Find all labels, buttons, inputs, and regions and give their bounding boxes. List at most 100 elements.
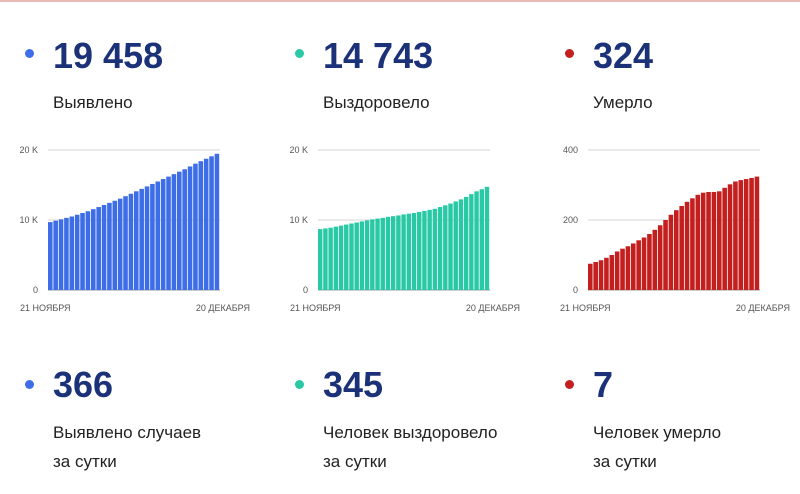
bar <box>349 223 354 290</box>
x-tick-label-start: 21 НОЯБРЯ <box>290 303 341 313</box>
bar <box>663 220 668 290</box>
chart-detected: 0 10 K 20 K 21 НОЯБРЯ 20 ДЕКАБРЯ <box>19 145 250 313</box>
chart-recovered: 0 10 K 20 K 21 НОЯБРЯ 20 ДЕКАБРЯ <box>289 145 520 313</box>
daily-deaths: 7 <box>593 364 614 405</box>
y-tick-label: 400 <box>563 145 578 155</box>
bar <box>48 222 53 290</box>
bar <box>91 209 96 290</box>
bar <box>80 213 85 290</box>
bar <box>700 192 706 290</box>
bar <box>754 176 760 290</box>
total-recovered-label: Выздоровело <box>323 93 430 112</box>
bar <box>588 263 593 290</box>
bar <box>417 211 422 290</box>
x-tick-label-start: 21 НОЯБРЯ <box>20 303 71 313</box>
bar <box>177 171 182 290</box>
bar <box>432 208 438 290</box>
bar <box>359 221 365 290</box>
bar <box>214 153 220 290</box>
bar <box>58 219 64 290</box>
bar <box>474 191 479 290</box>
bar <box>443 205 448 290</box>
bar <box>375 218 380 290</box>
bar <box>150 183 155 290</box>
total-deaths: 324 <box>593 35 654 76</box>
bar <box>427 209 432 290</box>
bar <box>187 166 193 290</box>
bar <box>128 193 134 290</box>
bar <box>679 206 684 290</box>
bar <box>437 207 443 290</box>
bar <box>674 210 679 290</box>
bar <box>160 179 166 290</box>
x-tick-label-end: 20 ДЕКАБРЯ <box>196 303 250 313</box>
bar <box>338 225 344 290</box>
bar <box>69 216 75 290</box>
bar <box>166 176 171 290</box>
bar <box>406 213 412 290</box>
bar <box>458 199 464 290</box>
bar <box>107 202 112 290</box>
bar <box>706 192 711 290</box>
bar <box>738 180 744 290</box>
bar <box>463 196 469 290</box>
panel-recovered: 14 743 Выздоровело 0 10 K 20 K 21 НОЯБРЯ 20 … <box>270 0 536 494</box>
bar <box>182 169 187 290</box>
bar <box>370 219 375 290</box>
bar <box>695 194 701 290</box>
panel-deaths: 324 Умерло 0 200 400 21 НОЯБРЯ 20 ДЕКАБРЯ 7 … <box>540 0 800 494</box>
y-tick-label: 10 K <box>19 215 38 225</box>
bar <box>598 260 604 290</box>
bar <box>328 227 333 290</box>
y-tick-label: 0 <box>33 285 38 295</box>
total-detected: 19 458 <box>53 35 164 76</box>
bar <box>155 181 161 290</box>
bar <box>636 240 641 290</box>
bar <box>380 217 385 290</box>
bar <box>203 158 209 290</box>
bar <box>717 191 722 290</box>
bar <box>727 184 733 290</box>
bar <box>64 217 69 290</box>
bar <box>668 214 674 290</box>
bar <box>684 201 690 290</box>
green-dot-icon <box>295 49 304 58</box>
bar <box>625 246 631 290</box>
bar <box>333 226 339 290</box>
daily-detected: 366 <box>53 364 114 405</box>
bar <box>711 192 717 290</box>
bar <box>631 243 636 290</box>
y-tick-label: 0 <box>573 285 578 295</box>
bar <box>123 196 128 290</box>
bar <box>690 198 695 290</box>
daily-recovered-label-1: Человек выздоровело <box>323 423 498 442</box>
bar <box>733 181 738 290</box>
y-tick-label: 20 K <box>19 145 38 155</box>
bar <box>354 222 359 290</box>
bar <box>134 191 139 290</box>
top-divider <box>0 0 800 2</box>
bar <box>364 220 370 290</box>
bar <box>484 186 490 290</box>
bar <box>448 203 453 290</box>
daily-detected-label-2: за сутки <box>53 452 117 471</box>
bar <box>117 198 123 290</box>
bar <box>112 200 118 290</box>
bar <box>641 237 647 290</box>
bar <box>411 213 417 290</box>
panel-detected: 19 458 Выявлено 0 10 K 20 K 21 НОЯБРЯ 20 ДЕК… <box>0 0 266 494</box>
red-dot-icon <box>565 49 574 58</box>
bar <box>620 248 625 290</box>
bar <box>85 211 91 290</box>
daily-deaths-label-1: Человек умерло <box>593 423 722 442</box>
bar <box>323 228 328 290</box>
daily-detected-label-1: Выявлено случаев <box>53 423 202 442</box>
daily-recovered-label-2: за сутки <box>323 452 387 471</box>
bar <box>609 255 615 290</box>
bar <box>401 214 406 290</box>
bar <box>96 207 101 290</box>
daily-deaths-label-2: за сутки <box>593 452 657 471</box>
blue-dot-icon <box>25 380 34 389</box>
total-deaths-label: Умерло <box>593 93 653 112</box>
bar <box>657 225 663 290</box>
